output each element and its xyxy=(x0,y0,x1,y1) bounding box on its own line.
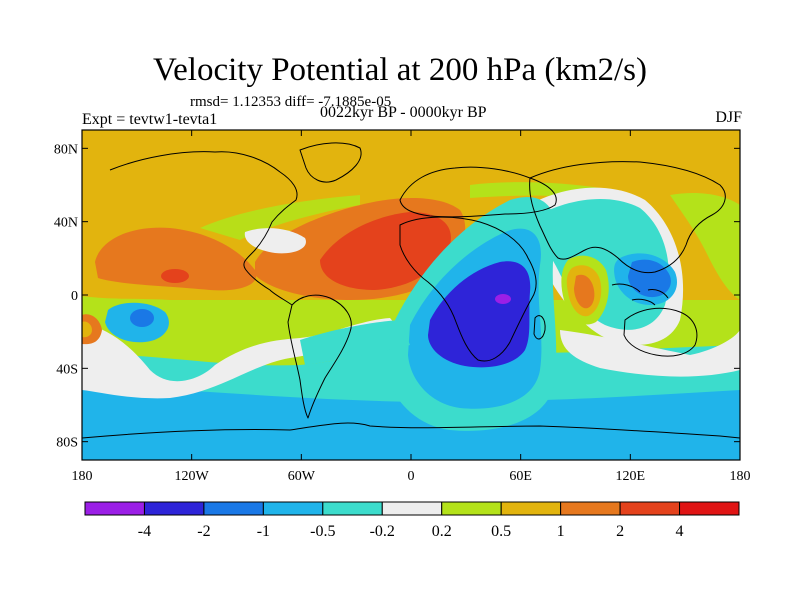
colorbar-label: 1 xyxy=(557,523,565,540)
field-blue-south-pacific xyxy=(130,309,154,327)
x-tick-label: 120E xyxy=(616,469,646,484)
colorbar-label: 4 xyxy=(676,523,684,540)
coast-madagascar xyxy=(533,315,546,340)
x-tick-label: 0 xyxy=(408,469,415,484)
colorbar-swatch xyxy=(679,501,740,516)
field-orange-dateline-inner xyxy=(82,321,92,338)
colorbar-swatch xyxy=(322,501,383,516)
field-darkorange-indian-ocean xyxy=(574,274,595,309)
y-axis: 80N 40N 0 40S 80S xyxy=(54,142,740,451)
y-tick-label: 80S xyxy=(56,436,78,451)
colorbar: -4 -2 -1 -0.5 -0.2 0.2 0.5 1 2 4 xyxy=(84,501,740,540)
field-red-pacific xyxy=(161,269,189,283)
season-label: DJF xyxy=(715,109,742,126)
field-southern-lightblue xyxy=(82,385,740,460)
colorbar-swatch xyxy=(441,501,502,516)
coast-australia xyxy=(623,307,698,357)
colorbar-swatch xyxy=(84,501,145,516)
contour-field xyxy=(82,130,740,460)
coast-africa xyxy=(399,216,537,362)
colorbar-label: 0.2 xyxy=(432,523,452,540)
colorbar-label: 2 xyxy=(616,523,624,540)
x-tick-label: 60W xyxy=(288,469,316,484)
colorbar-label: -0.2 xyxy=(370,523,395,540)
colorbar-swatch xyxy=(143,501,205,516)
experiment-label: Expt = tevtw1-tevta1 xyxy=(82,111,218,128)
colorbar-label: -2 xyxy=(197,523,210,540)
coastlines xyxy=(82,142,740,439)
field-white-central-america xyxy=(244,228,306,254)
field-purple-minimum xyxy=(495,294,511,304)
y-tick-label: 40N xyxy=(54,216,78,231)
colorbar-swatch xyxy=(262,501,324,516)
field-darkblue-africa xyxy=(428,261,531,368)
period-label: 0022kyr BP - 0000kyr BP xyxy=(320,104,487,121)
field-green-west-pacific xyxy=(670,193,740,300)
y-tick-label: 80N xyxy=(54,142,78,157)
field-blue-west-pacific xyxy=(628,259,671,298)
coast-south-america xyxy=(287,294,352,419)
colorbar-swatch xyxy=(381,501,443,516)
coast-north-america xyxy=(109,151,298,306)
colorbar-swatch xyxy=(500,501,562,516)
x-axis: 180 120W 60W 0 60E 120E 180 xyxy=(72,130,751,484)
field-orange-pacific xyxy=(95,227,257,291)
colorbar-label: -0.5 xyxy=(310,523,335,540)
x-tick-label: 120W xyxy=(175,469,210,484)
coast-greenland xyxy=(299,142,362,183)
x-tick-label: 60E xyxy=(509,469,532,484)
colorbar-swatch xyxy=(619,501,681,516)
chart-title: Velocity Potential at 200 hPa (km2/s) xyxy=(152,52,648,88)
y-tick-label: 0 xyxy=(71,289,78,304)
colorbar-swatch xyxy=(203,501,264,516)
coast-indonesia xyxy=(611,283,669,306)
colorbar-label: 0.5 xyxy=(491,523,511,540)
x-tick-label: 180 xyxy=(730,469,751,484)
x-tick-label: 180 xyxy=(72,469,93,484)
field-cyan-south-atlantic xyxy=(300,320,410,365)
stats-label: rmsd= 1.12353 diff= -7.1885e-05 xyxy=(190,94,392,110)
colorbar-swatch xyxy=(560,501,621,516)
y-tick-label: 40S xyxy=(56,362,78,377)
field-green-north-atlantic xyxy=(200,195,360,240)
field-red-atlantic xyxy=(320,212,451,290)
coast-asia xyxy=(529,161,726,274)
colorbar-label: -1 xyxy=(257,523,270,540)
coast-antarctica xyxy=(82,422,740,439)
colorbar-label: -4 xyxy=(138,523,151,540)
coast-europe xyxy=(399,166,557,218)
